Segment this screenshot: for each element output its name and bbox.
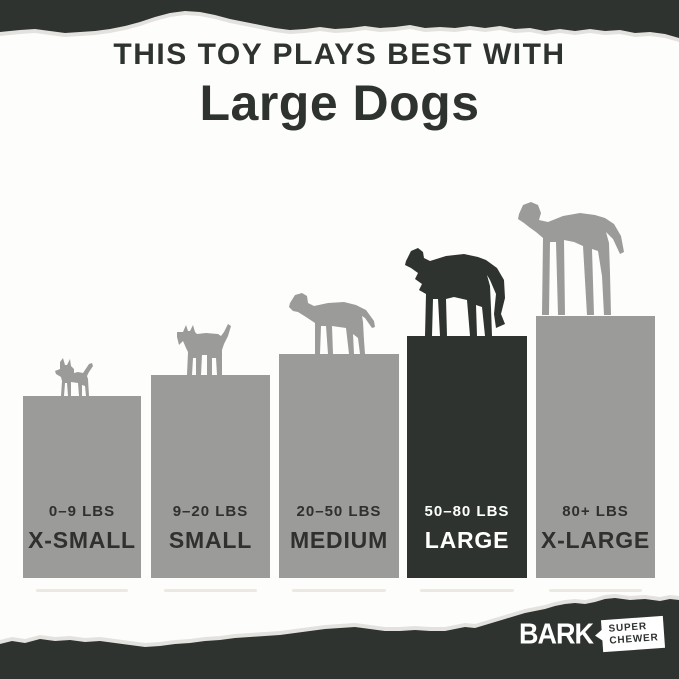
chihuahua-icon xyxy=(55,358,93,396)
weight-label: 80+ LBS xyxy=(562,503,629,520)
scottish-terrier-icon xyxy=(177,324,231,375)
golden-retriever-icon xyxy=(405,248,505,336)
size-label: SMALL xyxy=(168,527,253,553)
weight-label: 9–20 LBS xyxy=(172,503,249,520)
chart-title: THIS TOY PLAYS BEST WITH xyxy=(113,38,566,71)
bar-small: 9–20 LBS SMALL xyxy=(151,375,270,578)
size-label: LARGE xyxy=(424,527,510,553)
bar-large-highlighted: 50–80 LBS LARGE xyxy=(407,336,527,578)
size-label: MEDIUM xyxy=(289,527,389,553)
labrador-icon xyxy=(289,293,375,354)
bar-medium: 20–50 LBS MEDIUM xyxy=(279,354,399,578)
super-chewer-badge: SUPER CHEWER xyxy=(600,615,666,653)
bar-x-small: 0–9 LBS X-SMALL xyxy=(23,396,141,578)
weight-label: 0–9 LBS xyxy=(48,503,116,520)
bar-shadow xyxy=(292,589,386,592)
size-label: X-LARGE xyxy=(540,527,651,553)
bar-x-large: 80+ LBS X-LARGE xyxy=(536,316,655,578)
bar-shadow xyxy=(36,589,128,592)
bark-wordmark: BARK xyxy=(519,617,594,650)
weight-label: 50–80 LBS xyxy=(424,503,510,520)
brand-logo: BARK SUPER CHEWER xyxy=(519,615,666,653)
super-chewer-line2: CHEWER xyxy=(609,632,659,647)
bar-shadow xyxy=(420,589,514,592)
bar-shadow xyxy=(164,589,257,592)
great-dane-icon xyxy=(518,202,624,315)
size-label: X-SMALL xyxy=(28,527,136,553)
torn-paper-top-edge xyxy=(0,0,679,42)
bar-shadow xyxy=(549,589,642,592)
weight-label: 20–50 LBS xyxy=(296,503,382,520)
chart-subtitle-size: Large Dogs xyxy=(199,75,480,131)
torn-paper-bottom-edge xyxy=(0,594,679,679)
